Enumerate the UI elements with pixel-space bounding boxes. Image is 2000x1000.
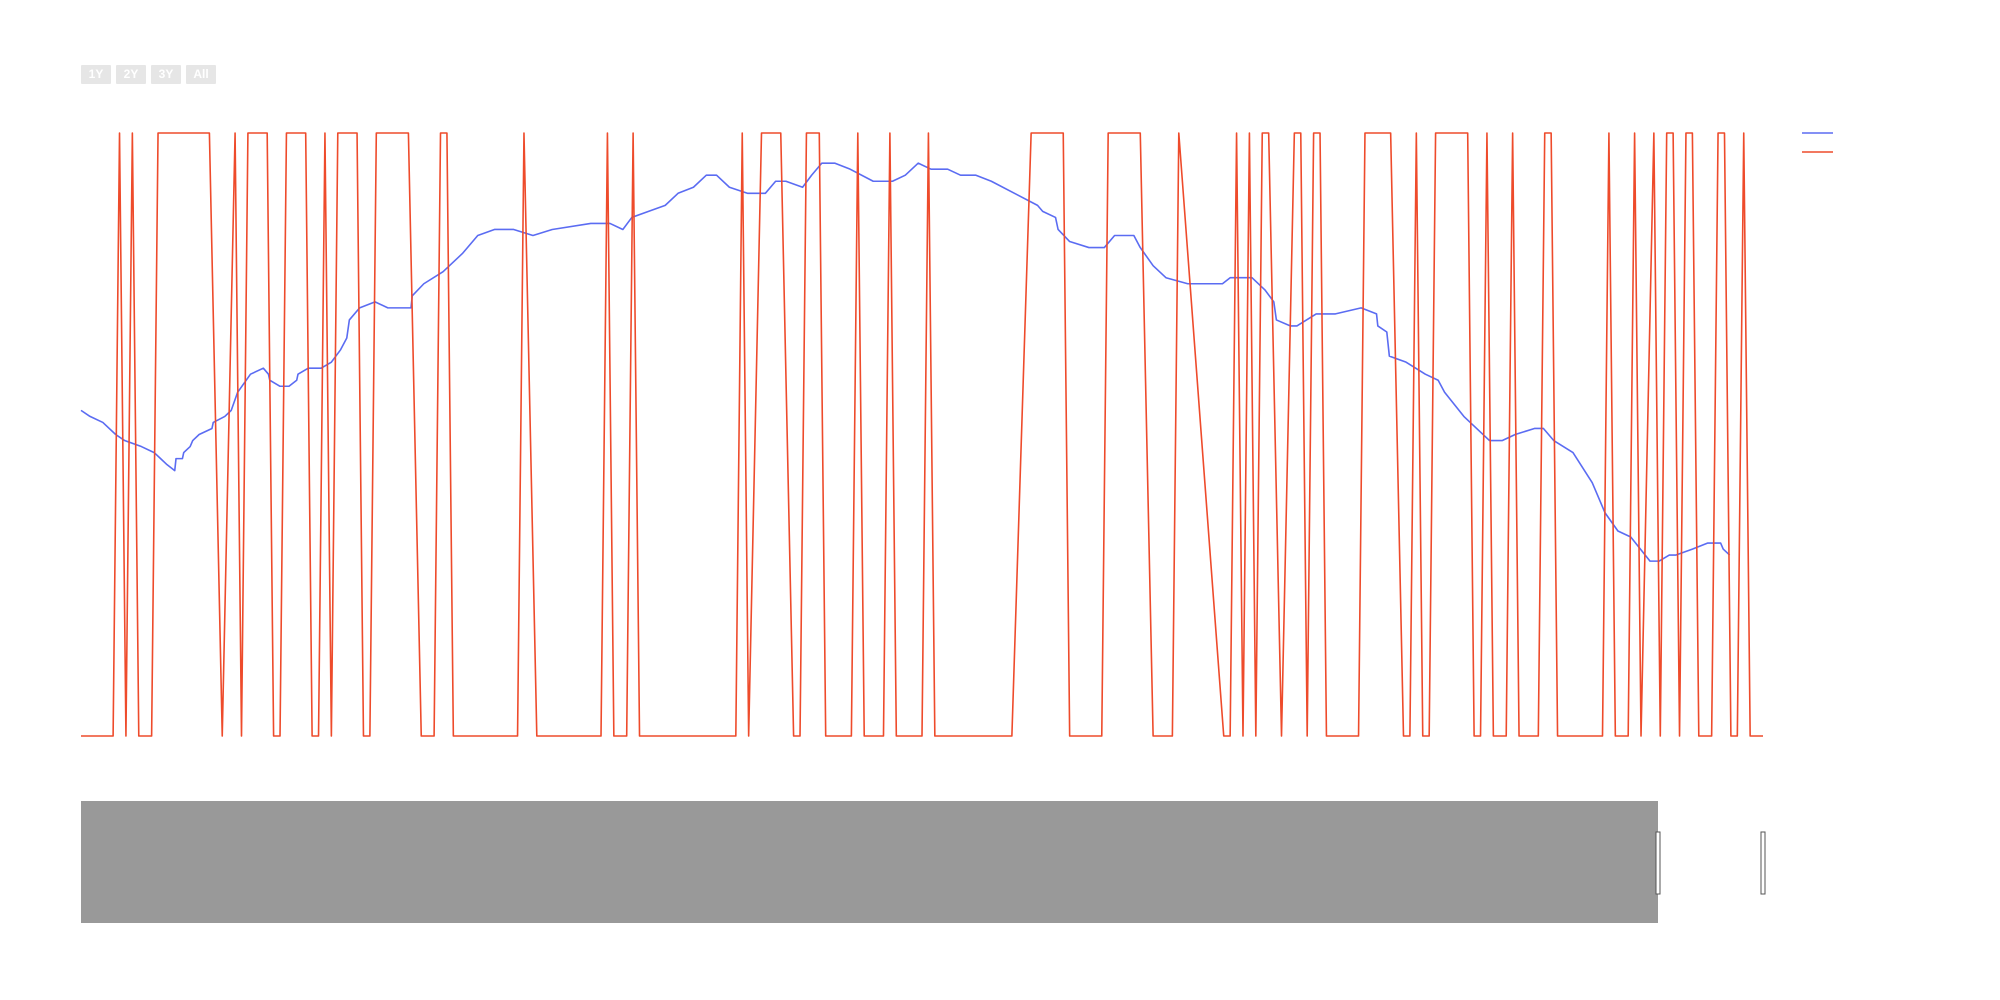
range-button[interactable]: All	[186, 65, 216, 84]
range-button-box[interactable]	[81, 65, 111, 84]
range-button-label[interactable]: 3Y	[159, 67, 174, 81]
range-button[interactable]: 3Y	[151, 65, 181, 84]
range-button-label[interactable]: All	[193, 67, 208, 81]
range-button-label[interactable]: 1Y	[89, 67, 104, 81]
navigator-handle[interactable]	[1760, 831, 1766, 895]
range-button-box[interactable]	[151, 65, 181, 84]
navigator-mask	[81, 801, 1658, 923]
series-line	[81, 132, 1763, 737]
navigator-handle[interactable]	[1655, 831, 1661, 895]
range-button-box[interactable]	[116, 65, 146, 84]
range-button[interactable]: 2Y	[116, 65, 146, 84]
series-line	[80, 162, 1731, 562]
range-button[interactable]: 1Y	[81, 65, 111, 84]
range-button-label[interactable]: 2Y	[124, 67, 139, 81]
range-button-box[interactable]	[186, 65, 216, 84]
